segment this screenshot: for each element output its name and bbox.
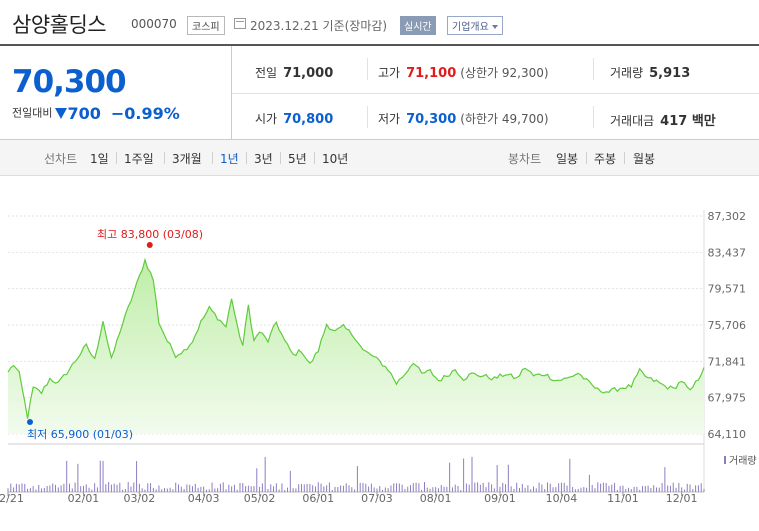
- tab-daily[interactable]: 일봉: [556, 152, 579, 166]
- volume-legend-swatch: [724, 456, 726, 464]
- tab-5y[interactable]: 5년: [288, 152, 307, 166]
- x-tick-label: 08/01: [420, 492, 452, 505]
- min-label: 최저 65,900 (01/03): [27, 428, 133, 441]
- open-price: 시가 70,800: [255, 110, 333, 127]
- tab-1d[interactable]: 1일: [90, 152, 109, 166]
- price-chart: 87,302 83,437 79,571 75,706 71,841 67,975 64,1…: [0, 176, 759, 531]
- stock-name: 삼양홀딩스: [12, 13, 107, 37]
- x-tick-label: 12/01: [666, 492, 698, 505]
- price-chart-svg: 87,302 83,437 79,571 75,706 71,841 67,975 64,1…: [0, 210, 757, 505]
- divider: [280, 152, 281, 164]
- lower-limit: (하한가 49,700): [460, 112, 549, 126]
- company-overview-dropdown[interactable]: 기업개요: [447, 16, 503, 35]
- low-value: 70,300: [406, 112, 457, 127]
- reference-date: 2023.12.21 기준(장마감): [250, 19, 388, 33]
- open-value: 70,800: [283, 112, 334, 127]
- divider: [593, 58, 594, 80]
- volume: 거래량 5,913: [610, 64, 690, 81]
- x-tick-label: 03/02: [124, 492, 156, 505]
- stock-header: 삼양홀딩스 000070 코스피 2023.12.21 기준(장마감) 실시간 …: [0, 0, 759, 44]
- candle-chart-label: 봉차트: [508, 152, 542, 166]
- high-price: 고가 71,100 (상한가 92,300): [378, 64, 549, 81]
- low-label: 저가: [378, 112, 401, 126]
- change-amount: 700: [67, 104, 101, 123]
- y-tick-label: 79,571: [708, 283, 747, 296]
- trade-value-value: 417 백만: [660, 114, 716, 129]
- max-label: 최고 83,800 (03/08): [97, 228, 203, 241]
- trade-value: 거래대금 417 백만: [610, 110, 716, 129]
- tab-monthly[interactable]: 월봉: [633, 152, 656, 166]
- change-rate: −0.99%: [110, 104, 180, 123]
- x-tick-label: 10/04: [546, 492, 578, 505]
- chart-period-tabs: 선차트 1일 1주일 3개월 1년 3년 5년 10년 봉차트 일봉 주봉 월봉: [0, 140, 759, 176]
- tab-weekly[interactable]: 주봉: [594, 152, 617, 166]
- divider: [246, 152, 247, 164]
- line-chart-label: 선차트: [44, 152, 78, 166]
- tab-1w[interactable]: 1주일: [124, 152, 154, 166]
- upper-limit: (상한가 92,300): [460, 66, 549, 80]
- divider: [586, 152, 587, 164]
- x-tick-label: 11/01: [607, 492, 639, 505]
- market-badge: 코스피: [187, 16, 225, 35]
- tab-10y[interactable]: 10년: [322, 152, 349, 166]
- prev-close-label: 전일: [255, 66, 278, 80]
- y-tick-label: 83,437: [708, 246, 747, 259]
- y-tick-label: 67,975: [708, 392, 747, 405]
- divider: [624, 152, 625, 164]
- x-tick-label: 12/21: [0, 492, 24, 505]
- y-tick-label: 71,841: [708, 355, 747, 368]
- prev-close: 전일 71,000: [255, 64, 333, 81]
- calendar-icon: [234, 18, 246, 29]
- x-tick-label: 06/01: [302, 492, 334, 505]
- quote-panel: 70,300 전일대비 700 −0.99% 전일 71,000 고가 71,100 (상…: [0, 44, 759, 140]
- divider: [367, 106, 368, 128]
- x-tick-label: 02/01: [68, 492, 100, 505]
- change-label: 전일대비: [12, 106, 53, 120]
- price-box: 70,300 전일대비 700 −0.99%: [0, 46, 232, 140]
- divider: [314, 152, 315, 164]
- x-tick-label: 05/02: [244, 492, 276, 505]
- low-price: 저가 70,300 (하한가 49,700): [378, 110, 549, 127]
- chevron-down-icon: [491, 25, 498, 29]
- min-marker: [27, 419, 33, 425]
- stock-code: 000070: [131, 17, 177, 31]
- quote-details: 전일 71,000 고가 71,100 (상한가 92,300) 거래량 5,913 시…: [232, 46, 759, 140]
- trade-value-label: 거래대금: [610, 114, 655, 128]
- y-tick-label: 75,706: [708, 319, 747, 332]
- divider: [367, 58, 368, 80]
- current-price: 70,300: [12, 64, 127, 100]
- tab-3y[interactable]: 3년: [254, 152, 273, 166]
- max-marker: [146, 242, 153, 248]
- high-label: 고가: [378, 66, 401, 80]
- open-label: 시가: [255, 112, 278, 126]
- tab-3m[interactable]: 3개월: [172, 152, 202, 166]
- divider: [593, 106, 594, 128]
- x-tick-label: 07/03: [361, 492, 393, 505]
- y-tick-label: 87,302: [708, 210, 747, 223]
- realtime-button[interactable]: 실시간: [400, 16, 436, 35]
- prev-close-value: 71,000: [283, 66, 334, 81]
- y-tick-label: 64,110: [708, 428, 747, 441]
- price-area: [8, 259, 704, 434]
- divider: [212, 152, 213, 164]
- x-tick-label: 04/03: [188, 492, 220, 505]
- volume-legend-label: 거래량: [729, 455, 757, 467]
- down-triangle-icon: [55, 108, 68, 119]
- price-change: 전일대비 700 −0.99%: [12, 104, 180, 123]
- tab-1y[interactable]: 1년: [220, 152, 239, 166]
- high-value: 71,100: [406, 66, 457, 81]
- volume-label: 거래량: [610, 66, 644, 80]
- volume-value: 5,913: [649, 66, 691, 81]
- company-overview-label: 기업개요: [452, 22, 489, 33]
- divider: [232, 93, 759, 94]
- divider: [164, 152, 165, 164]
- price-line: [7, 257, 705, 419]
- x-tick-label: 09/01: [484, 492, 516, 505]
- divider: [116, 152, 117, 164]
